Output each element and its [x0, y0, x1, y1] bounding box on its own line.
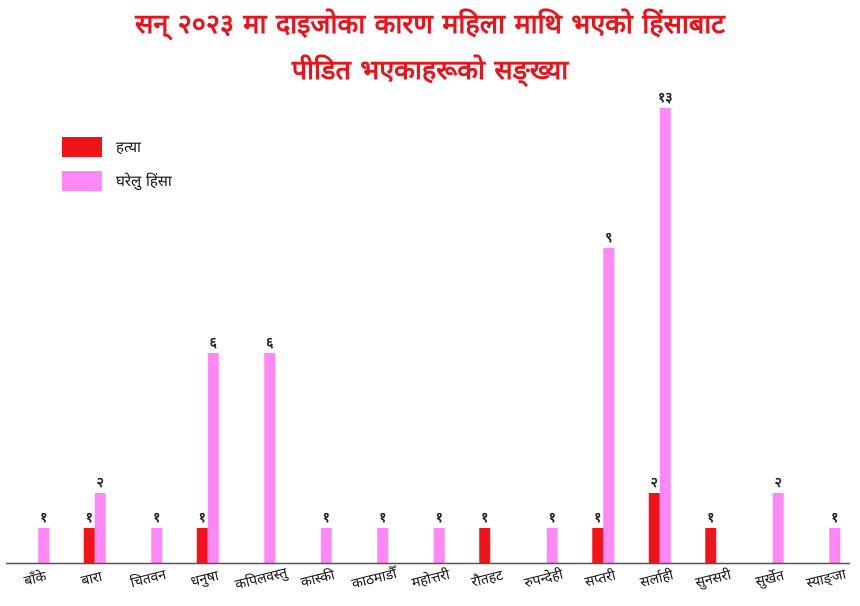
- bar-domestic-violence-4: [207, 353, 219, 563]
- bar-domestic-violence-11: [603, 248, 615, 563]
- bar-domestic-violence-6: [320, 528, 332, 563]
- chart-title-line-2: पीडित भएकाहरूको सङ्ख्या: [291, 55, 569, 86]
- x-tick-label-10: रुपन्देही: [523, 566, 565, 592]
- data-label-domestic-violence-8: १: [436, 510, 443, 526]
- bar-domestic-violence-3: [151, 528, 163, 563]
- legend-item-murder: हत्या: [62, 136, 172, 158]
- data-label-murder-13: १: [707, 510, 714, 526]
- x-tick-label-1: बाँके: [22, 568, 48, 590]
- bar-murder-12: [648, 493, 660, 563]
- data-label-domestic-violence-11: ९: [605, 230, 612, 246]
- data-label-murder-9: १: [481, 510, 488, 526]
- data-label-domestic-violence-3: १: [153, 510, 160, 526]
- data-label-domestic-violence-7: १: [379, 510, 386, 526]
- bar-domestic-violence-7: [377, 528, 389, 563]
- chart-title-line-1: सन् २०२३ मा दाइजोका कारण महिला माथि भएको…: [135, 9, 725, 40]
- data-label-domestic-violence-15: १: [831, 510, 838, 526]
- x-tick-label-4: धनुषा: [189, 568, 220, 590]
- legend-swatch-murder: [62, 137, 102, 157]
- x-tick-label-13: सुनसरी: [694, 566, 733, 591]
- legend-swatch-domestic-violence: [62, 171, 102, 191]
- x-tick-label-6: कास्की: [299, 566, 337, 591]
- bar-domestic-violence-8: [433, 528, 445, 563]
- bar-domestic-violence-2: [94, 493, 106, 563]
- data-label-domestic-violence-1: १: [40, 510, 47, 526]
- data-label-domestic-violence-6: १: [323, 510, 330, 526]
- bar-domestic-violence-15: [829, 528, 841, 563]
- x-tick-label-8: महोत्तरी: [410, 566, 452, 592]
- data-label-domestic-violence-5: ६: [266, 335, 274, 351]
- legend-label-murder: हत्या: [116, 138, 141, 156]
- legend-label-domestic-violence: घरेलु हिंसा: [116, 172, 172, 190]
- bar-murder-4: [196, 528, 208, 563]
- x-tick-label-14: सुर्खेत: [754, 567, 787, 591]
- legend: हत्या घरेलु हिंसा: [62, 136, 172, 204]
- legend-item-domestic-violence: घरेलु हिंसा: [62, 170, 172, 192]
- data-label-domestic-violence-4: ६: [210, 335, 218, 351]
- data-label-murder-11: १: [594, 510, 601, 526]
- data-label-domestic-violence-14: २: [775, 475, 782, 491]
- bar-domestic-violence-10: [546, 528, 558, 563]
- bar-murder-2: [83, 528, 95, 563]
- x-tick-label-15: स्याङ्जा: [805, 566, 848, 591]
- bar-domestic-violence-1: [38, 528, 50, 563]
- bar-domestic-violence-12: [659, 108, 671, 563]
- bar-murder-11: [592, 528, 604, 563]
- data-label-murder-12: २: [651, 475, 658, 491]
- data-label-domestic-violence-2: २: [97, 475, 104, 491]
- x-tick-label-12: सर्लाही: [638, 566, 675, 591]
- bar-murder-9: [479, 528, 491, 563]
- x-tick-label-3: चितवन: [129, 566, 168, 591]
- bar-murder-13: [705, 528, 717, 563]
- x-tick-label-9: रौतहट: [470, 566, 506, 590]
- x-tick-label-11: सप्तरी: [583, 567, 618, 591]
- data-label-domestic-violence-10: १: [549, 510, 556, 526]
- x-tick-label-5: कपिलवस्तु: [233, 564, 290, 594]
- bar-domestic-violence-14: [772, 493, 784, 563]
- x-tick-label-2: बारा: [80, 569, 105, 590]
- bar-domestic-violence-5: [264, 353, 276, 563]
- data-label-murder-4: १: [199, 510, 206, 526]
- data-label-domestic-violence-12: १३: [658, 90, 673, 106]
- x-tick-label-7: काठमाडौँ: [350, 564, 400, 592]
- data-label-murder-2: १: [86, 510, 93, 526]
